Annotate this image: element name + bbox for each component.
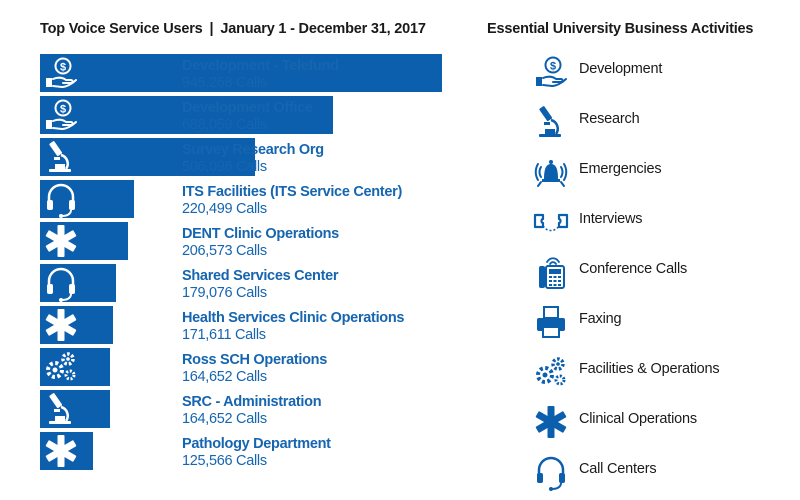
legend-label: Conference Calls xyxy=(579,261,688,277)
bar-6 xyxy=(40,264,116,302)
clinical-operations-icon xyxy=(528,402,574,442)
bar-label-9: SRC - Administration xyxy=(182,394,321,410)
legend-item-faxing: Faxing xyxy=(520,302,790,342)
bar-value-3: 506,096 Calls xyxy=(182,159,267,175)
facilities-operations-icon xyxy=(46,352,76,381)
legend-label: Emergencies xyxy=(579,161,662,177)
call-centers-icon xyxy=(528,452,574,492)
legend-label: Facilities & Operations xyxy=(579,361,720,377)
svg-text:$: $ xyxy=(60,62,66,74)
development-icon: $ xyxy=(46,99,77,130)
call-centers-icon xyxy=(47,267,75,302)
legend-label: Call Centers xyxy=(579,461,657,477)
legend-label: Development xyxy=(579,61,663,77)
chart-title-separator: | xyxy=(209,21,214,37)
bar-value-10: 125,566 Calls xyxy=(182,453,267,469)
legend-item-facilities-operations: Facilities & Operations xyxy=(520,352,790,392)
legend-item-call-centers: Call Centers xyxy=(520,452,790,492)
legend-item-development: $ Development xyxy=(520,52,790,92)
development-icon: $ xyxy=(528,52,574,92)
faxing-icon xyxy=(528,302,574,342)
bar-value-4: 220,499 Calls xyxy=(182,201,267,217)
bar-label-7: Health Services Clinic Operations xyxy=(182,310,404,326)
legend-item-clinical-operations: Clinical Operations xyxy=(520,402,790,442)
chart-title-main: Top Voice Service Users xyxy=(40,21,203,37)
chart-title-date-range: January 1 - December 31, 2017 xyxy=(220,21,426,37)
legend-item-conference-calls: Conference Calls xyxy=(520,252,790,292)
bar-label-2: Development Office xyxy=(182,100,313,116)
bar-value-6: 179,076 Calls xyxy=(182,285,267,301)
facilities-operations-icon xyxy=(528,352,574,392)
bar-label-4: ITS Facilities (ITS Service Center) xyxy=(182,184,402,200)
bar-value-7: 171,611 Calls xyxy=(182,327,266,343)
research-icon xyxy=(49,393,71,424)
legend-item-research: Research xyxy=(520,102,790,142)
bar-1 xyxy=(40,54,442,92)
development-icon: $ xyxy=(46,57,77,88)
legend-item-interviews: Interviews xyxy=(520,202,790,242)
conference-calls-icon xyxy=(528,252,574,292)
clinical-operations-icon xyxy=(45,435,77,467)
bar-label-6: Shared Services Center xyxy=(182,268,339,284)
bar-3 xyxy=(40,138,255,176)
bar-2 xyxy=(40,96,333,134)
bar-value-1: 945,268 Calls xyxy=(182,75,267,91)
legend-title: Essential University Business Activities xyxy=(487,21,754,37)
bar-value-9: 164,652 Calls xyxy=(182,411,267,427)
legend-label: Research xyxy=(579,111,640,127)
legend-item-emergencies: Emergencies xyxy=(520,152,790,192)
clinical-operations-icon xyxy=(45,309,77,341)
svg-text:$: $ xyxy=(60,104,66,116)
interviews-icon xyxy=(528,202,574,242)
svg-text:$: $ xyxy=(550,61,556,73)
bar-value-5: 206,573 Calls xyxy=(182,243,267,259)
research-icon xyxy=(49,141,71,172)
bar-5 xyxy=(40,222,128,260)
bar-value-2: 688,059 Calls xyxy=(182,117,267,133)
bar-value-8: 164,652 Calls xyxy=(182,369,267,385)
legend-label: Faxing xyxy=(579,311,622,327)
chart-title: Top Voice Service Users | January 1 - Dece… xyxy=(40,21,426,37)
bar-label-5: DENT Clinic Operations xyxy=(182,226,339,242)
legend-label: Clinical Operations xyxy=(579,411,697,427)
bar-label-1: Development - Telefund xyxy=(182,58,339,74)
emergencies-icon xyxy=(528,152,574,192)
clinical-operations-icon xyxy=(45,225,77,257)
bar-8 xyxy=(40,348,110,386)
legend-label: Interviews xyxy=(579,211,643,227)
bar-7 xyxy=(40,306,113,344)
bar-label-3: Survey Research Org xyxy=(182,142,324,158)
bar-label-10: Pathology Department xyxy=(182,436,331,452)
call-centers-icon xyxy=(47,183,75,218)
bar-label-8: Ross SCH Operations xyxy=(182,352,327,368)
research-icon xyxy=(528,102,574,142)
